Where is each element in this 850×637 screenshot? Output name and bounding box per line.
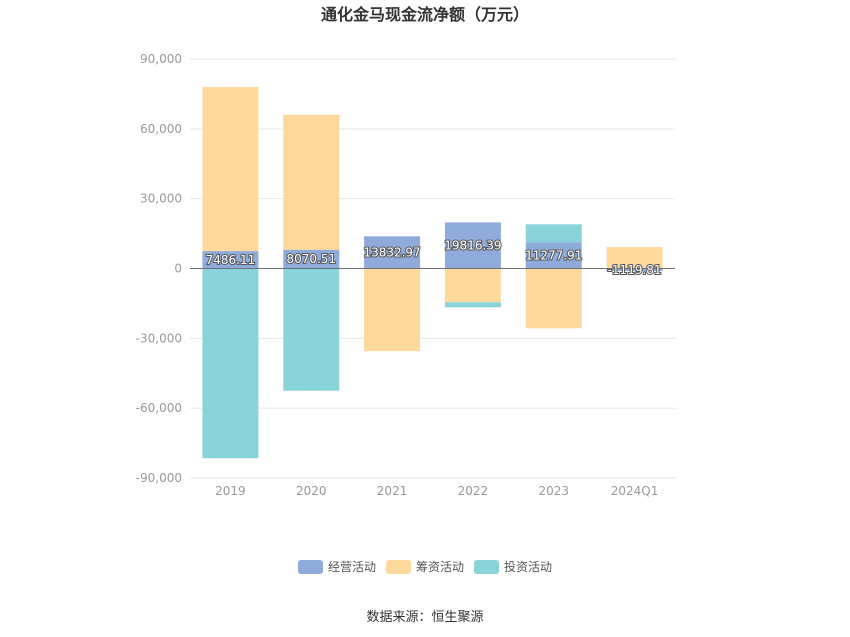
bar-筹资活动-2022 (444, 268, 501, 303)
data-label: -1119.81 (608, 263, 662, 277)
bar-投资活动-2022 (444, 302, 501, 308)
data-labels: 7486.11 8070.51 13832.97 19816.39 11277.91 -1… (205, 237, 663, 277)
y-tick-label: -90,000 (136, 471, 182, 485)
x-axis: 2019 2020 2021 2022 2023 2024Q1 (215, 484, 658, 498)
y-tick-label: 30,000 (140, 192, 182, 206)
y-tick-label: 90,000 (140, 52, 182, 66)
bar-经营活动-2023 (525, 242, 582, 269)
data-label: 19816.39 (444, 238, 501, 252)
bar-经营活动-2019 (202, 251, 259, 269)
y-tick-label: -60,000 (136, 401, 182, 415)
bar-筹资活动-2019 (202, 86, 259, 252)
bar-经营活动-2020 (283, 249, 340, 269)
data-label: 8070.51 (286, 252, 336, 266)
bar-经营活动-2021 (364, 236, 421, 269)
legend-label[interactable]: 经营活动 (328, 560, 376, 574)
bar-经营活动-2024Q1 (606, 268, 663, 272)
x-tick-label: 2023 (538, 484, 569, 498)
x-tick-label: 2021 (377, 484, 408, 498)
bar-经营活动-2022 (444, 222, 501, 269)
x-tick-label: 2024Q1 (611, 484, 659, 498)
bar-投资活动-2023 (525, 224, 582, 243)
y-tick-label: 0 (174, 262, 182, 276)
bar-筹资活动-2021 (364, 268, 421, 352)
source-note: 数据来源：恒生聚源 (366, 610, 483, 625)
legend-swatch[interactable] (298, 560, 323, 574)
bars (202, 86, 663, 459)
bar-筹资活动-2020 (283, 114, 340, 250)
legend: 经营活动 筹资活动 投资活动 (298, 559, 552, 574)
bar-投资活动-2020 (283, 268, 340, 391)
y-tick-label: 60,000 (140, 122, 182, 136)
x-tick-label: 2020 (296, 484, 327, 498)
y-tick-label: -30,000 (136, 331, 182, 345)
x-tick-label: 2022 (458, 484, 489, 498)
data-label: 7486.11 (206, 253, 256, 267)
grid: 90,000 60,000 30,000 0 -30,000 -60,000 -90,000 (136, 52, 675, 485)
bar-筹资活动-2024Q1 (606, 247, 663, 269)
legend-label[interactable]: 筹资活动 (416, 560, 464, 574)
bar-筹资活动-2023 (525, 268, 582, 329)
chart-title: 通化金马现金流净额（万元） (321, 5, 529, 24)
data-label: 11277.91 (525, 248, 582, 262)
legend-swatch[interactable] (474, 560, 499, 574)
x-tick-label: 2019 (215, 484, 246, 498)
bar-投资活动-2019 (202, 268, 259, 459)
data-label: 13832.97 (363, 245, 420, 259)
legend-swatch[interactable] (386, 560, 411, 574)
legend-label[interactable]: 投资活动 (504, 559, 552, 574)
